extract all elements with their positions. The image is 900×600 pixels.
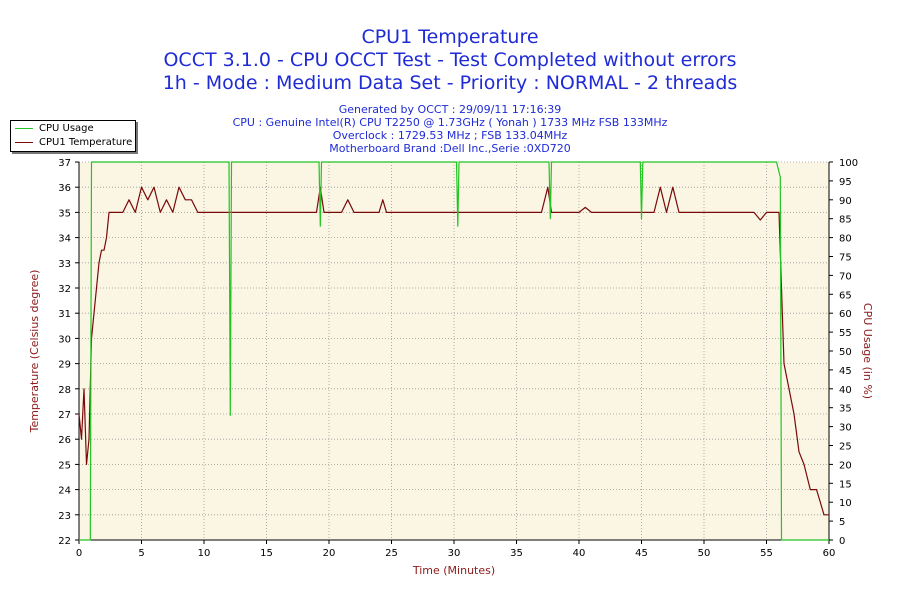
x-tick-label: 30 [448, 548, 461, 559]
y-tick-label: 35 [58, 208, 71, 219]
x-tick-label: 25 [385, 548, 398, 559]
series-line-cpu1-temperature [78, 186, 829, 516]
legend-item-cpu1-temperature: CPU1 Temperature [15, 137, 132, 150]
legend-label-cpu1-temperature: CPU1 Temperature [39, 137, 133, 148]
chart-subtitle-2: 1h - Mode : Medium Data Set - Priority :… [162, 72, 738, 94]
x-tick-label: 40 [573, 548, 586, 559]
info-motherboard: Motherboard Brand :Dell Inc.,Serie :0XD7… [329, 142, 571, 155]
y2-axis-label: CPU Usage (in %) [861, 303, 874, 399]
x-tick-label: 50 [698, 548, 711, 559]
chart-title: CPU1 Temperature [361, 26, 539, 48]
legend-label-cpu-usage: CPU Usage [39, 123, 94, 134]
y2-tick-label: 80 [839, 234, 852, 245]
y2-tick-label: 10 [839, 498, 852, 509]
x-tick-label: 10 [198, 548, 211, 559]
x-tick-label: 35 [510, 548, 523, 559]
info-overclock: Overclock : 1729.53 MHz ; FSB 133.04MHz [332, 129, 568, 142]
x-tick-label: 20 [323, 548, 336, 559]
y2-tick-label: 25 [839, 442, 852, 453]
y-tick-label: 36 [58, 183, 71, 194]
y-tick-label: 31 [58, 309, 71, 320]
x-axis-label: Time (Minutes) [412, 564, 495, 577]
x-tick-label: 5 [138, 548, 144, 559]
y2-tick-label: 50 [839, 347, 852, 358]
y2-tick-label: 45 [839, 366, 852, 377]
y-tick-label: 29 [58, 360, 71, 371]
series-line-cpu-usage [79, 161, 829, 541]
x-tick-label: 45 [635, 548, 648, 559]
y-tick-label: 23 [58, 511, 71, 522]
y2-tick-label: 5 [839, 517, 845, 528]
x-tick-label: 60 [823, 548, 836, 559]
y2-tick-label: 100 [839, 158, 858, 169]
legend: CPU Usage CPU1 Temperature [10, 120, 136, 152]
legend-item-cpu-usage: CPU Usage [15, 123, 94, 136]
y2-tick-label: 30 [839, 423, 852, 434]
y-tick-label: 28 [58, 385, 71, 396]
legend-swatch-cpu1-temperature [15, 141, 33, 143]
legend-swatch-cpu-usage [15, 127, 33, 129]
y-tick-label: 22 [58, 536, 71, 547]
y2-tick-label: 85 [839, 215, 852, 226]
y2-tick-label: 90 [839, 196, 852, 207]
y-tick-label: 24 [58, 486, 71, 497]
y2-tick-label: 35 [839, 404, 852, 415]
y2-tick-label: 60 [839, 309, 852, 320]
y-tick-label: 34 [58, 234, 71, 245]
y-axis-label: Temperature (Celsius degree) [28, 270, 41, 434]
y2-tick-label: 95 [839, 177, 852, 188]
y-tick-label: 25 [58, 460, 71, 471]
y-tick-label: 32 [58, 284, 71, 295]
y-tick-label: 26 [58, 435, 71, 446]
x-tick-label: 55 [760, 548, 773, 559]
y-tick-label: 33 [58, 259, 71, 270]
y2-tick-label: 65 [839, 290, 852, 301]
info-generated: Generated by OCCT : 29/09/11 17:16:39 [338, 103, 562, 116]
y-tick-label: 37 [58, 158, 71, 169]
y-tick-label: 27 [58, 410, 71, 421]
y2-tick-label: 0 [839, 536, 845, 547]
y2-tick-label: 15 [839, 479, 852, 490]
x-tick-label: 0 [76, 548, 82, 559]
y-tick-label: 30 [58, 334, 71, 345]
chart-subtitle: OCCT 3.1.0 - CPU OCCT Test - Test Comple… [163, 49, 737, 71]
y2-tick-label: 40 [839, 385, 852, 396]
y2-tick-label: 70 [839, 271, 852, 282]
y2-tick-label: 55 [839, 328, 852, 339]
x-tick-label: 15 [260, 548, 273, 559]
y2-tick-label: 20 [839, 460, 852, 471]
info-cpu: CPU : Genuine Intel(R) CPU T2250 @ 1.73G… [232, 116, 668, 129]
y2-tick-label: 75 [839, 253, 852, 264]
